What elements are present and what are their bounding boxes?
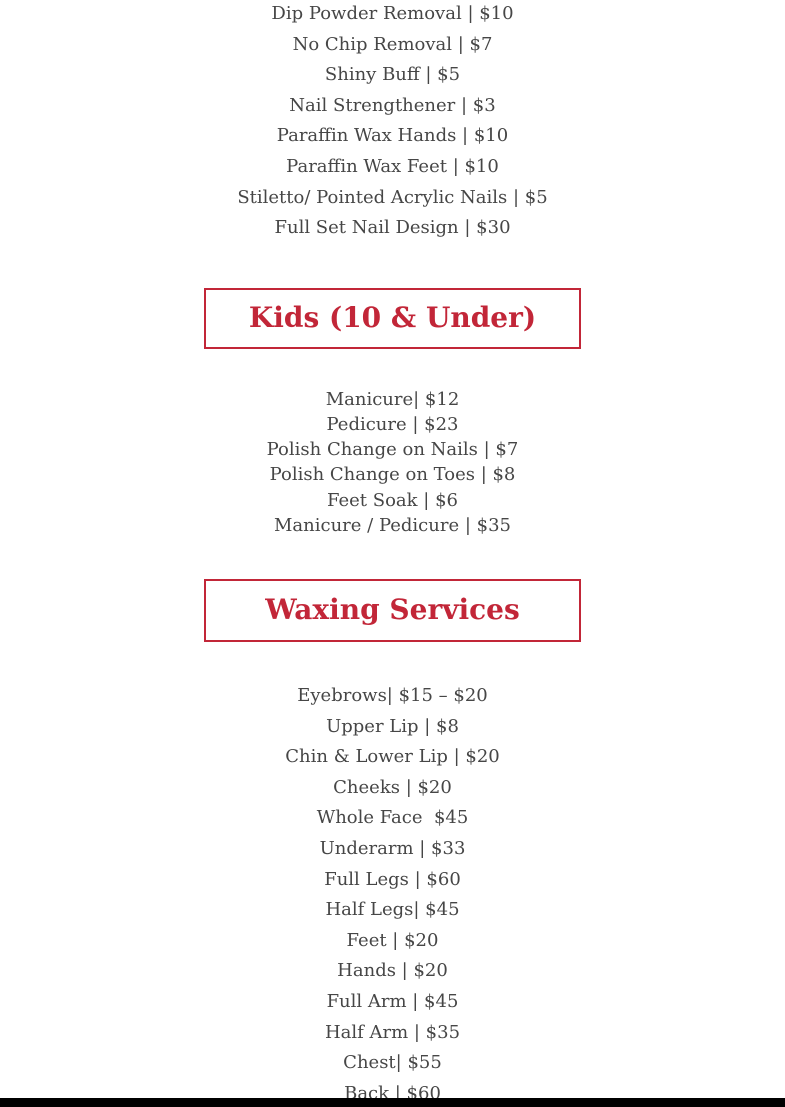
price-line: Feet Soak | $6 [327, 489, 458, 511]
price-line: Half Arm | $35 [324, 1021, 461, 1043]
price-line: Feet | $20 [346, 929, 439, 951]
price-line: Full Legs | $60 [324, 868, 461, 890]
waxing-section-title: Waxing Services [265, 593, 520, 627]
price-line: Full Arm | $45 [326, 990, 459, 1012]
price-line: Manicure| $12 [325, 388, 460, 410]
price-line: Paraffin Wax Hands | $10 [276, 125, 509, 147]
price-line: Full Set Nail Design | $30 [274, 217, 511, 239]
price-line: Chin & Lower Lip | $20 [285, 746, 500, 768]
price-line: Polish Change on Nails | $7 [266, 439, 519, 461]
price-line: Polish Change on Toes | $8 [269, 464, 516, 486]
kids-section-heading-box: Kids (10 & Under) [204, 287, 581, 349]
nail-addon-services-list: Dip Powder Removal | $10 No Chip Removal … [0, 0, 785, 244]
price-line: Underarm | $33 [319, 837, 466, 859]
price-line: Whole Face $45 [316, 807, 469, 829]
price-line: Cheeks | $20 [333, 776, 452, 798]
kids-services-list: Manicure| $12 Pedicure | $23 Polish Change… [0, 387, 785, 538]
price-line: Dip Powder Removal | $10 [271, 3, 514, 24]
price-line: Manicure / Pedicure | $35 [274, 514, 511, 536]
price-line: Half Legs| $45 [325, 899, 460, 921]
price-line: Eyebrows| $15 – $20 [297, 684, 488, 706]
waxing-section-heading-box: Waxing Services [204, 578, 581, 642]
price-line: Nail Strengthener | $3 [289, 94, 496, 116]
price-line: Hands | $20 [337, 960, 448, 982]
price-line: Pedicure | $23 [326, 413, 459, 435]
price-line: Chest| $55 [343, 1052, 442, 1074]
price-line: No Chip Removal | $7 [292, 33, 493, 55]
footer-bar [0, 1098, 785, 1107]
price-line: Shiny Buff | $5 [324, 64, 461, 86]
kids-section-title: Kids (10 & Under) [248, 301, 537, 335]
waxing-services-list: Eyebrows| $15 – $20 Upper Lip | $8 Chin & … [0, 681, 785, 1107]
price-line: Paraffin Wax Feet | $10 [286, 155, 499, 177]
price-line: Upper Lip | $8 [326, 715, 459, 737]
price-line: Stiletto/ Pointed Acrylic Nails | $5 [237, 186, 548, 208]
